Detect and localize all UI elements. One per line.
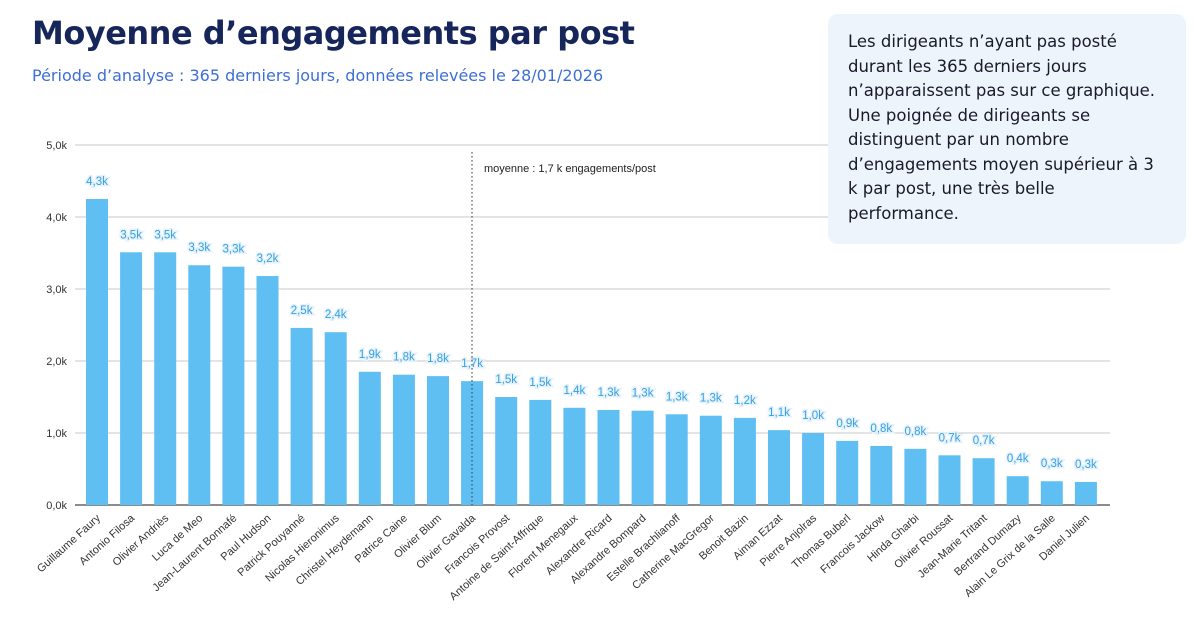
bar bbox=[836, 440, 859, 505]
bar bbox=[665, 414, 688, 505]
bar bbox=[597, 409, 620, 505]
data-label: 1,3k bbox=[666, 391, 688, 403]
data-label: 1,0k bbox=[802, 410, 824, 422]
data-label: 3,3k bbox=[223, 244, 245, 256]
data-label: 1,1k bbox=[768, 407, 790, 419]
bar bbox=[256, 276, 279, 505]
data-label: 1,3k bbox=[632, 388, 654, 400]
average-label: moyenne : 1,7 k engagements/post bbox=[484, 163, 656, 175]
data-label: 3,5k bbox=[154, 229, 176, 241]
bar bbox=[1006, 476, 1029, 505]
data-label: 1,3k bbox=[598, 387, 620, 399]
bar bbox=[733, 417, 756, 505]
data-label: 1,4k bbox=[564, 385, 586, 397]
bar bbox=[631, 410, 654, 505]
page-subtitle: Période d’analyse : 365 derniers jours, … bbox=[32, 66, 604, 85]
bar bbox=[699, 415, 722, 505]
data-label: 0,7k bbox=[939, 432, 961, 444]
y-tick-label: 4,0k bbox=[46, 212, 67, 224]
data-label: 0,8k bbox=[905, 426, 927, 438]
data-label: 4,3k bbox=[86, 176, 108, 188]
bar bbox=[563, 407, 586, 505]
bar bbox=[768, 430, 790, 505]
data-label: 0,3k bbox=[1041, 458, 1063, 470]
bar bbox=[154, 252, 177, 505]
bar bbox=[972, 458, 995, 505]
y-tick-label: 0,0k bbox=[46, 500, 67, 512]
x-tick-label: Thomas Buberl bbox=[790, 512, 853, 571]
bar bbox=[802, 433, 825, 505]
data-label: 1,2k bbox=[734, 395, 756, 407]
data-label: 1,5k bbox=[495, 374, 517, 386]
bar bbox=[1074, 481, 1097, 505]
data-label: 0,3k bbox=[1075, 459, 1097, 471]
bar bbox=[1040, 481, 1063, 505]
data-label: 0,4k bbox=[1007, 453, 1029, 465]
y-tick-label: 5,0k bbox=[46, 140, 67, 152]
bar bbox=[938, 455, 961, 505]
bar bbox=[120, 252, 143, 505]
y-tick-label: 2,0k bbox=[46, 356, 67, 368]
bar bbox=[188, 265, 211, 505]
y-tick-label: 3,0k bbox=[46, 284, 67, 296]
data-label: 1,8k bbox=[393, 352, 415, 364]
bar bbox=[870, 445, 893, 505]
data-label: 0,7k bbox=[973, 435, 995, 447]
data-label: 1,8k bbox=[427, 353, 449, 365]
page-title: Moyenne d’engagements par post bbox=[32, 14, 635, 52]
data-label: 1,5k bbox=[529, 377, 551, 389]
bar bbox=[324, 332, 347, 505]
bar bbox=[495, 397, 518, 505]
bar bbox=[392, 374, 415, 505]
bar bbox=[427, 376, 449, 505]
data-label: 0,9k bbox=[836, 418, 858, 430]
bar bbox=[529, 399, 552, 505]
bar bbox=[86, 199, 108, 505]
x-tick-label: Olivier Roussat bbox=[892, 512, 955, 571]
bar bbox=[904, 448, 927, 505]
x-tick-label: Olivier Gavalda bbox=[414, 512, 479, 572]
data-label: 3,5k bbox=[120, 229, 142, 241]
data-label: 3,3k bbox=[188, 242, 210, 254]
info-note: Les dirigeants n’ayant pas posté durant … bbox=[828, 14, 1186, 244]
bar bbox=[358, 371, 381, 505]
data-label: 1,3k bbox=[700, 393, 722, 405]
data-label: 2,4k bbox=[325, 309, 347, 321]
data-label: 3,2k bbox=[257, 253, 279, 265]
data-label: 1,9k bbox=[359, 349, 381, 361]
data-label: 0,8k bbox=[870, 423, 892, 435]
y-tick-label: 1,0k bbox=[46, 428, 67, 440]
bar bbox=[461, 381, 484, 505]
data-label: 2,5k bbox=[291, 305, 313, 317]
bar bbox=[222, 266, 245, 505]
bar bbox=[290, 327, 313, 505]
